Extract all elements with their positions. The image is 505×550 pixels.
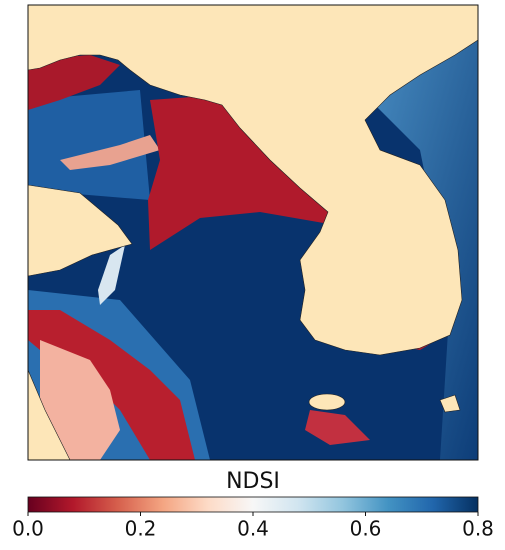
map-frame xyxy=(27,4,479,461)
ice-region xyxy=(98,245,125,305)
colorbar-title: NDSI xyxy=(226,469,280,494)
east-sea xyxy=(360,40,478,460)
colorbar-tick-label: 0.6 xyxy=(350,517,382,541)
land xyxy=(28,5,478,460)
ice-region xyxy=(148,95,335,250)
colorbar xyxy=(27,496,479,513)
colorbar-tick-label: 0.2 xyxy=(125,517,157,541)
ice-region xyxy=(40,340,120,460)
ice-region xyxy=(60,135,160,170)
colorbar-tick-label: 0.0 xyxy=(12,517,44,541)
map xyxy=(28,5,478,460)
ice-region xyxy=(305,410,370,445)
sea-shallow xyxy=(28,90,150,200)
ice-region xyxy=(28,310,195,460)
colorbar-tick-label: 0.8 xyxy=(462,517,494,541)
colorbar-tick-label: 0.4 xyxy=(237,517,269,541)
ice-region xyxy=(28,55,120,110)
